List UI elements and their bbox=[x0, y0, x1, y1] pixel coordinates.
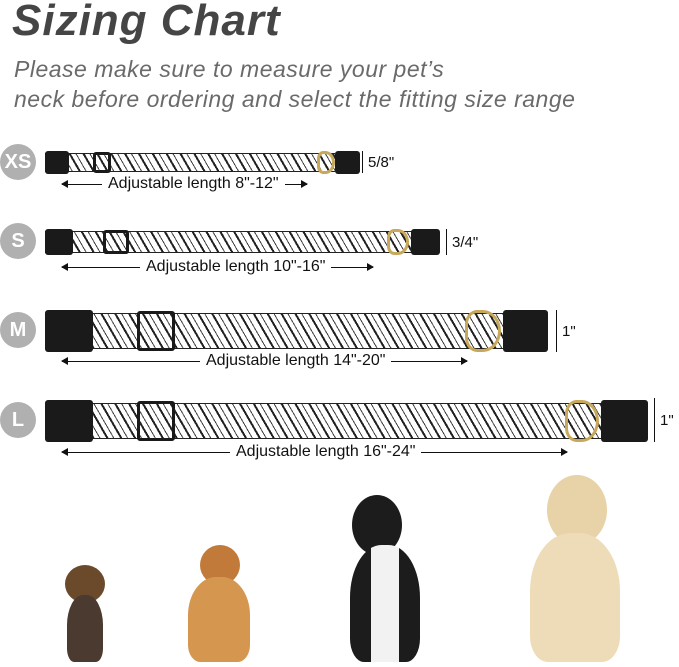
size-badge-xs: XS bbox=[0, 144, 36, 180]
yorkie-image bbox=[55, 565, 115, 662]
size-badge-l: L bbox=[0, 402, 36, 438]
width-l-label: 1" bbox=[660, 411, 674, 429]
collar-s bbox=[45, 229, 440, 255]
width-xs-label: 5/8" bbox=[368, 153, 395, 171]
length-m: Adjustable length 14"-20" bbox=[61, 352, 469, 370]
width-s-label: 3/4" bbox=[452, 233, 479, 251]
width-xs: 5/8" bbox=[362, 151, 394, 173]
length-l: Adjustable length 16"-24" bbox=[61, 443, 569, 461]
border-collie-image bbox=[340, 495, 455, 662]
golden-retriever-image bbox=[505, 475, 625, 662]
length-xs-label: Adjustable length 8"-12" bbox=[108, 175, 279, 192]
width-l: 1" bbox=[654, 398, 674, 442]
length-l-label: Adjustable length 16"-24" bbox=[236, 443, 416, 460]
length-s: Adjustable length 10"-16" bbox=[61, 258, 375, 276]
size-badge-m: M bbox=[0, 312, 36, 348]
collar-l bbox=[45, 400, 648, 442]
subtitle-line-1: Please make sure to measure your pet’s bbox=[14, 56, 445, 82]
width-m: 1" bbox=[556, 310, 576, 352]
size-badge-s: S bbox=[0, 223, 36, 259]
collar-m bbox=[45, 310, 548, 352]
pomeranian-image bbox=[180, 545, 255, 662]
length-xs: Adjustable length 8"-12" bbox=[61, 175, 308, 193]
page-title: Sizing Chart bbox=[12, 0, 281, 45]
subtitle-line-2: neck before ordering and select the fitt… bbox=[14, 86, 576, 112]
width-m-label: 1" bbox=[562, 322, 576, 340]
length-m-label: Adjustable length 14"-20" bbox=[206, 352, 386, 369]
collar-xs bbox=[45, 151, 360, 174]
length-s-label: Adjustable length 10"-16" bbox=[146, 258, 326, 275]
width-s: 3/4" bbox=[446, 229, 478, 255]
